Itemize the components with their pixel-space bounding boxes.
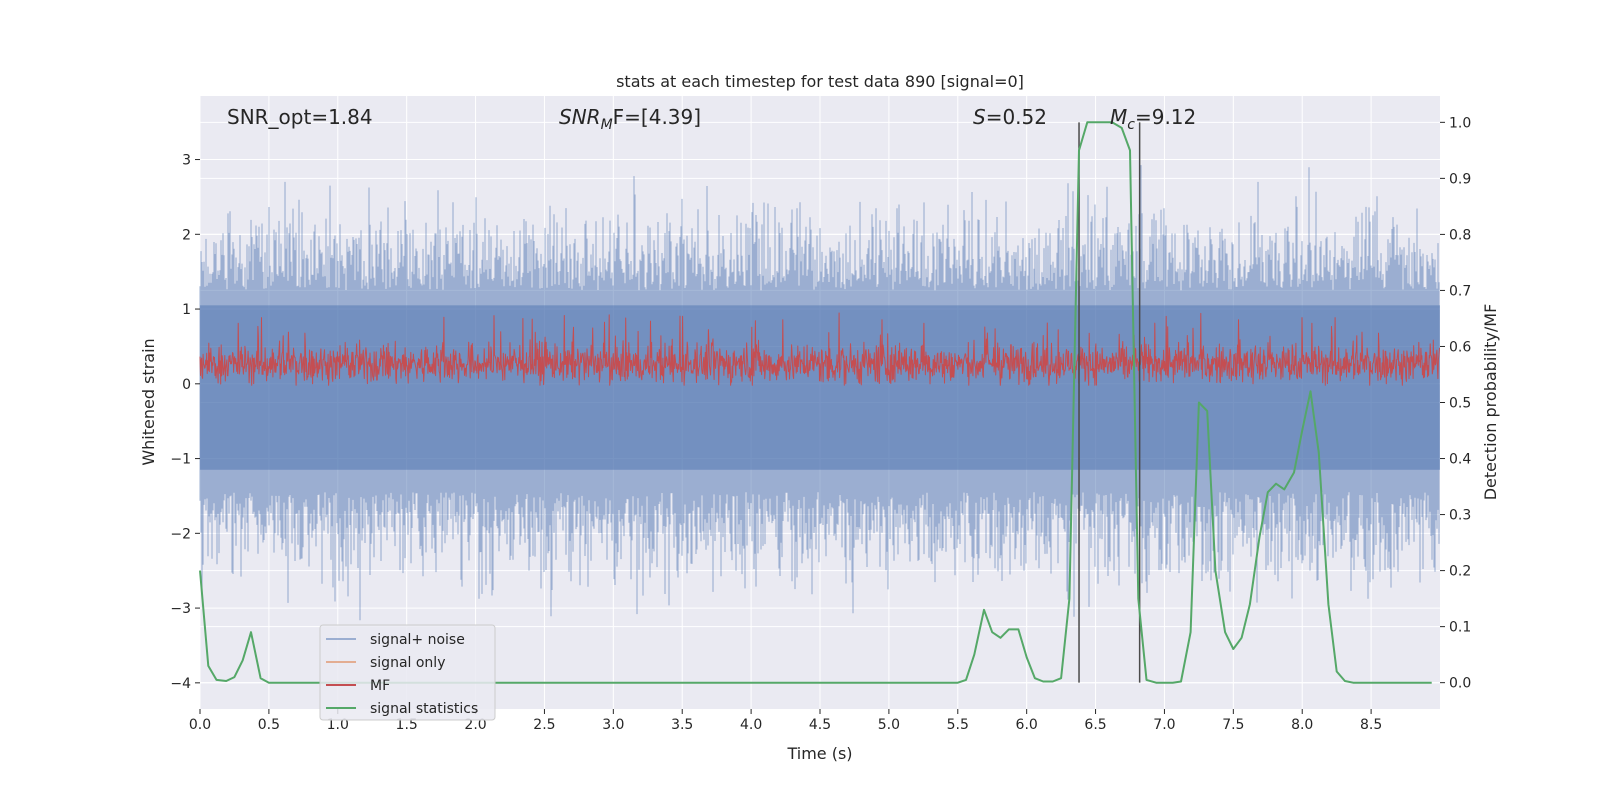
y2-tick-label-2: 0.8	[1449, 227, 1471, 243]
x-tick-label-10: 5.0	[878, 717, 900, 733]
s-annotation: S=0.52	[973, 105, 1047, 129]
y2-tick-label-4: 0.6	[1449, 339, 1471, 355]
mc-value: =9.12	[1135, 105, 1196, 129]
snr-mf-label: SNR	[559, 105, 601, 129]
x-tick-label-4: 2.0	[464, 717, 486, 733]
y2-tick-label-9: 0.1	[1449, 620, 1471, 636]
x-tick-label-15: 7.5	[1222, 717, 1244, 733]
y-tick-label-1: 2	[182, 227, 191, 243]
x-tick-label-0: 0.0	[189, 717, 211, 733]
x-axis-ticks: 0.0 0.5 1.0 1.5 2.0 2.5 3.0 3.5 4.0 4.5 5.0 5.5 6.0 6…	[189, 709, 1382, 733]
y2-tick-label-3: 0.7	[1449, 283, 1471, 299]
x-tick-label-5: 2.5	[533, 717, 555, 733]
y-tick-label-2: 1	[182, 302, 191, 318]
legend-label-signal-noise: signal+ noise	[370, 632, 465, 648]
legend-label-mf: MF	[370, 678, 390, 694]
y2-tick-label-1: 0.9	[1449, 171, 1471, 187]
y2-tick-label-7: 0.3	[1449, 508, 1471, 524]
signal-noise-series	[199, 165, 1440, 621]
x-tick-label-7: 3.5	[671, 717, 693, 733]
y2-axis-label: Detection probability/MF	[1481, 304, 1500, 501]
mf-line	[199, 312, 1440, 386]
legend-label-signal-statistics: signal statistics	[370, 701, 478, 717]
x-tick-label-8: 4.0	[740, 717, 762, 733]
x-tick-label-11: 5.5	[947, 717, 969, 733]
y-tick-label-0: 3	[182, 153, 191, 169]
y-tick-label-6: −3	[170, 601, 191, 617]
legend-label-signal-only: signal only	[370, 655, 445, 671]
x-tick-label-6: 3.0	[602, 717, 624, 733]
mc-label: M	[1110, 105, 1127, 129]
x-tick-label-17: 8.5	[1360, 717, 1382, 733]
snr-mf-annotation: SNRMF=[4.39]	[559, 105, 701, 133]
signal-statistics-series	[199, 121, 1432, 684]
y2-tick-label-6: 0.4	[1449, 452, 1471, 468]
y2-tick-label-5: 0.5	[1449, 396, 1471, 412]
x-tick-label-14: 7.0	[1153, 717, 1175, 733]
y-tick-label-3: 0	[182, 377, 191, 393]
s-label: S	[973, 105, 986, 129]
chart-title: stats at each timestep for test data 890…	[616, 72, 1024, 91]
legend-box	[319, 624, 496, 721]
legend: signal+ noise signal only MF signal stat…	[319, 624, 496, 721]
mf-series	[199, 312, 1440, 386]
signal-statistics-line	[199, 121, 1432, 684]
y2-tick-label-8: 0.2	[1449, 564, 1471, 580]
snr-mf-value: F=[4.39]	[613, 105, 701, 129]
mc-annotation: Mc=9.12	[1110, 105, 1196, 133]
y2-tick-label-0: 1.0	[1449, 115, 1471, 131]
snr-opt-annotation: SNR_opt=1.84	[227, 105, 373, 129]
x-tick-label-9: 4.5	[809, 717, 831, 733]
x-tick-label-16: 8.0	[1291, 717, 1313, 733]
x-tick-label-3: 1.5	[396, 717, 418, 733]
y-tick-label-5: −2	[170, 526, 191, 542]
vertical-markers	[1078, 122, 1141, 683]
x-axis-label: Time (s)	[786, 744, 852, 763]
s-value: =0.52	[986, 105, 1047, 129]
y-axis-label: Whitened strain	[139, 338, 158, 465]
x-tick-label-12: 6.0	[1016, 717, 1038, 733]
snr-mf-subscript: M	[601, 117, 613, 133]
y2-tick-label-10: 0.0	[1449, 676, 1471, 692]
y-tick-label-7: −4	[170, 676, 191, 692]
y-tick-label-4: −1	[170, 452, 191, 468]
x-tick-label-13: 6.5	[1084, 717, 1106, 733]
y-axis-ticks: 3 2 1 0 −1 −2 −3 −4	[170, 153, 200, 692]
x-tick-label-1: 0.5	[258, 717, 280, 733]
y2-axis-ticks: 1.0 0.9 0.8 0.7 0.6 0.5 0.4 0.3 0.2 0.1 0.0	[1440, 115, 1471, 692]
mc-subscript: c	[1127, 117, 1135, 133]
x-tick-label-2: 1.0	[327, 717, 349, 733]
